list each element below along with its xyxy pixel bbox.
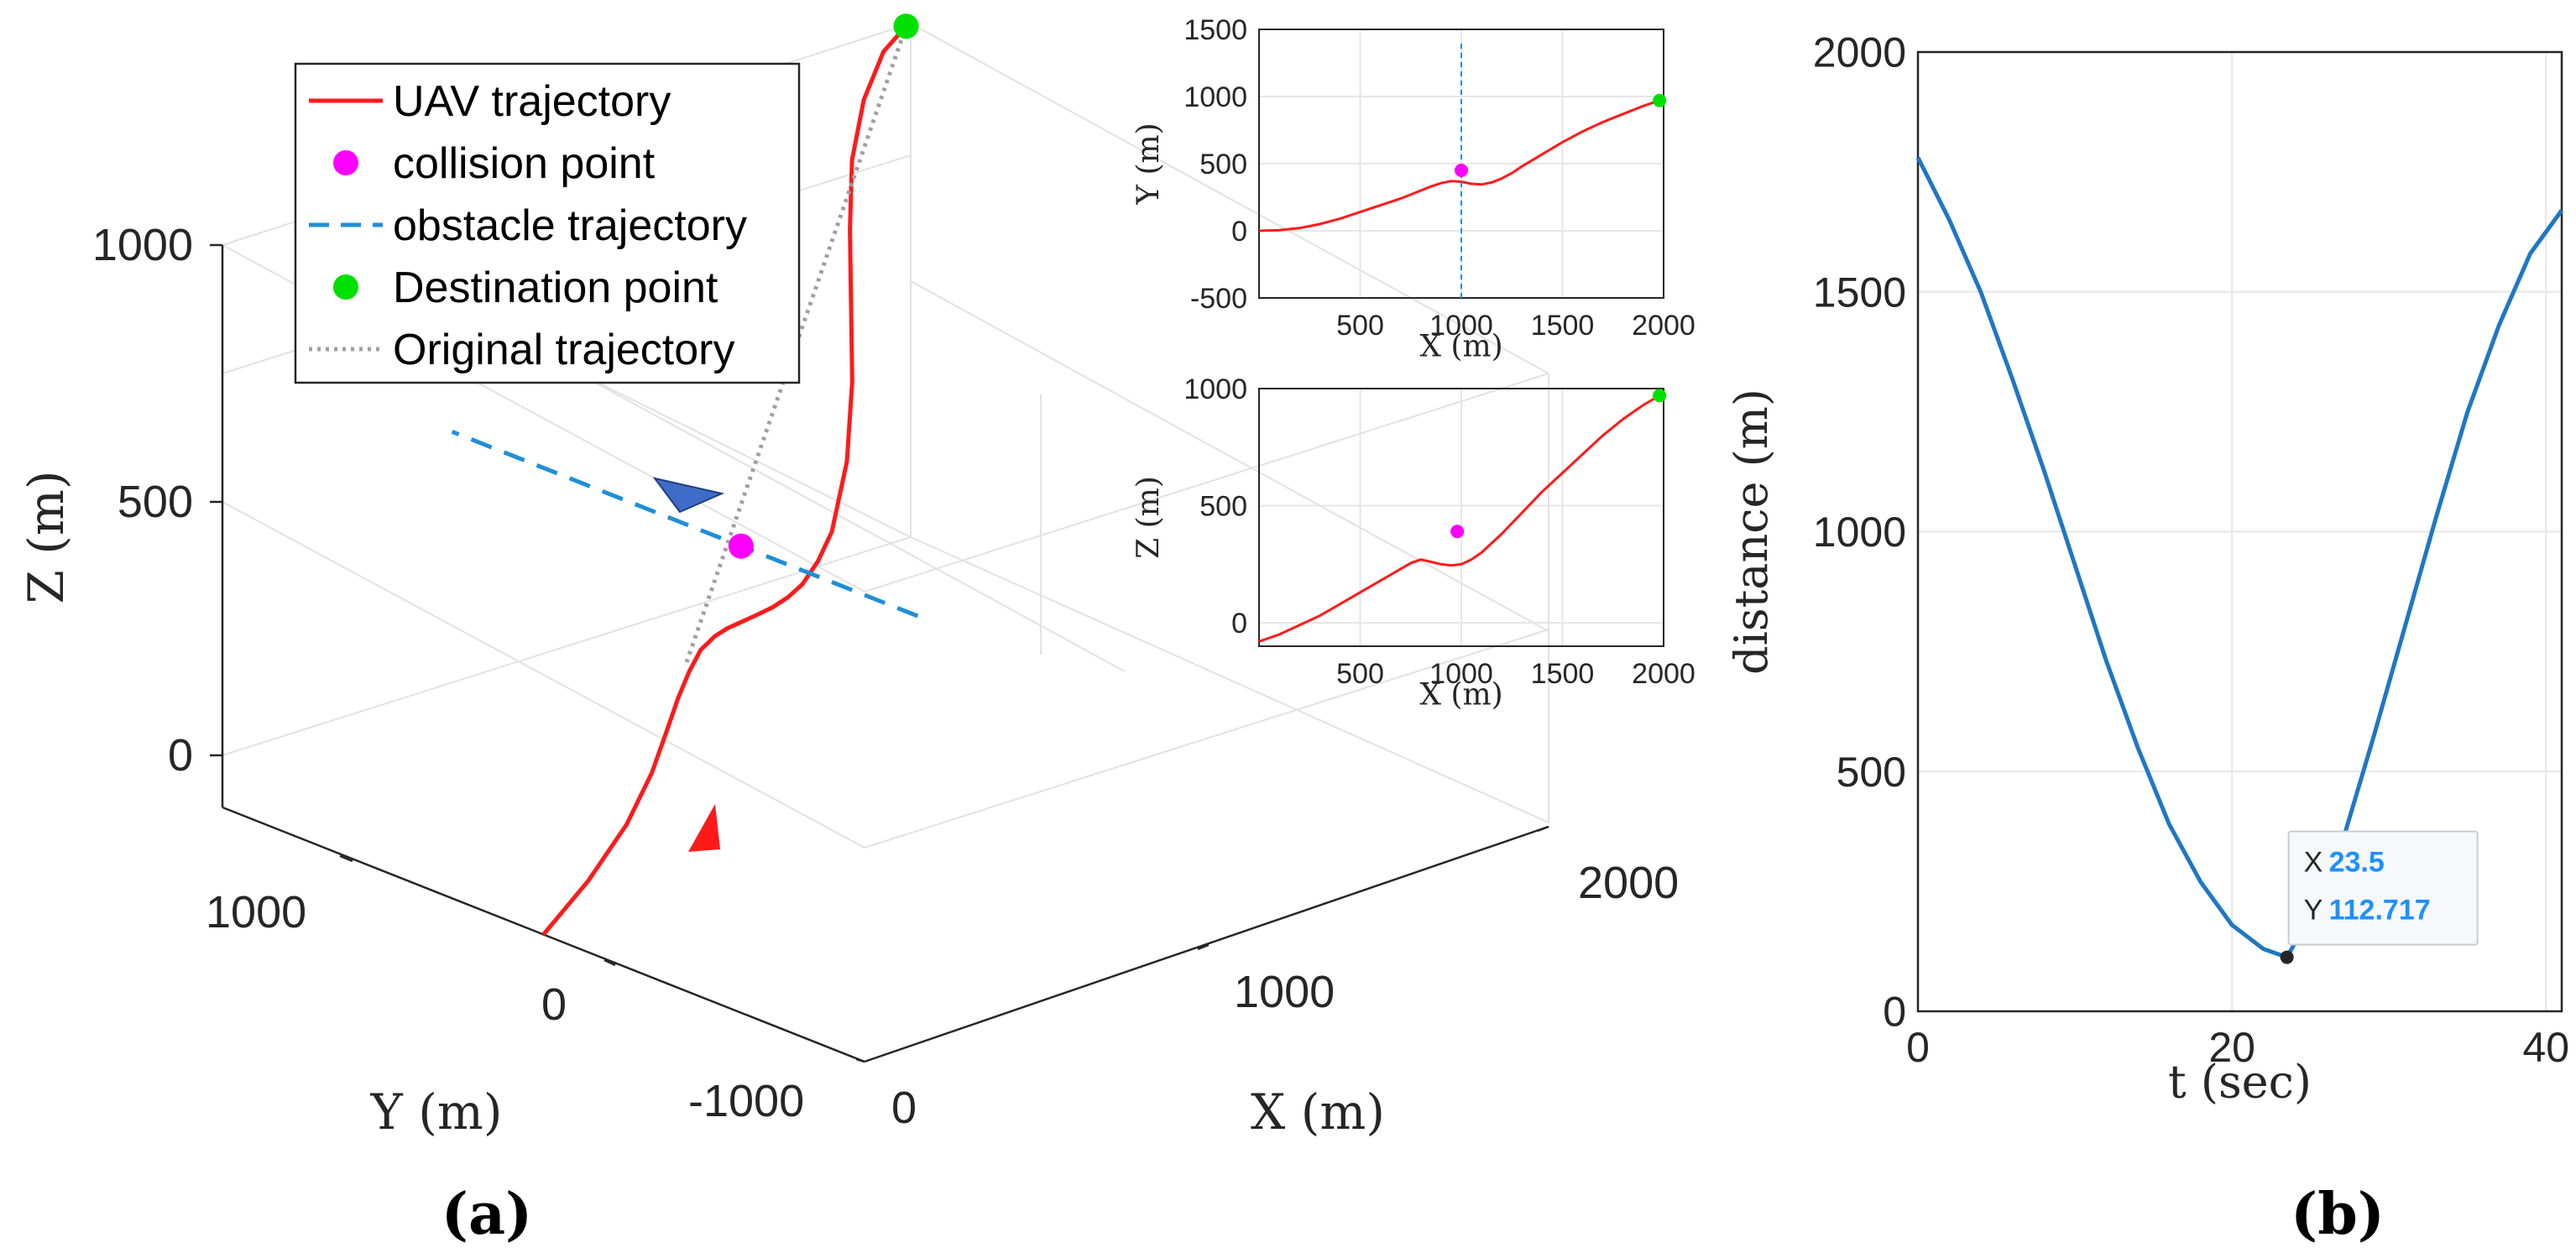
uav-direction-arrow — [688, 804, 720, 852]
x-tick-label: 1000 — [1234, 967, 1335, 1017]
inset-xy-plot: 500 1000 1500 2000 -500 0 500 1000 1500 X (m) Y (m… — [1131, 14, 1696, 364]
z-tick-label: 1000 — [92, 220, 193, 270]
x-tick-label: 1000 — [1429, 310, 1493, 342]
y-tick-label: 1000 — [1813, 509, 1906, 556]
x-tick-label: 1500 — [1531, 310, 1595, 342]
x-axis-label: X (m) — [1419, 330, 1502, 364]
legend: UAV trajectory collision point obstacle tr… — [294, 62, 801, 384]
legend-label: UAV trajectory — [393, 77, 671, 126]
y-tick-label: 1500 — [1813, 269, 1906, 316]
destination-point-marker — [893, 13, 919, 39]
distance-curve — [1915, 156, 2564, 960]
z-axis-label: Z (m) — [18, 471, 75, 604]
x-axis-label: X (m) — [1419, 678, 1502, 713]
axes-box — [1258, 388, 1664, 647]
y-axis-label: distance (m) — [1725, 389, 1778, 675]
y-tick-label: 500 — [1199, 490, 1247, 522]
series-uav-trajectory — [541, 24, 908, 937]
panel-label-a: (a) — [442, 1181, 532, 1248]
x-tick-label: 2000 — [1632, 310, 1696, 342]
legend-label: collision point — [393, 139, 656, 188]
legend-label: Destination point — [393, 264, 718, 312]
legend-label: Original trajectory — [393, 326, 734, 374]
distance-plot: 0 20 40 0 500 1000 1500 2000 t (sec) distance (m)… — [1725, 29, 2569, 1109]
z-tick-label: 500 — [118, 477, 193, 527]
datatip-value: 112.717 — [2329, 895, 2431, 927]
y-tick-label: 0 — [1231, 608, 1247, 640]
y-axis-label: Z (m) — [1131, 476, 1166, 559]
xy-uav-trajectory — [1258, 99, 1660, 232]
obstacle-direction-arrow — [652, 477, 725, 514]
y-tick-label: 0 — [1231, 216, 1247, 248]
datatip-value: 23.5 — [2329, 847, 2385, 879]
datatip-label: Y — [2304, 895, 2323, 927]
y-tick-label: 0 — [541, 979, 567, 1030]
x-tick-label: 0 — [891, 1083, 917, 1133]
y-tick-label: 1000 — [1183, 373, 1247, 405]
plot-3d: 1000 500 0 1000 0 -1000 0 1000 2000 Z (m… — [18, 13, 1679, 1141]
y-tick-label: 1000 — [206, 887, 306, 937]
y-axis-label: Y (m) — [1131, 123, 1166, 205]
x-tick-label: 1500 — [1531, 658, 1595, 690]
x-tick-label: 500 — [1336, 658, 1384, 690]
y-tick-label: -1000 — [688, 1076, 804, 1126]
xz-destination-point — [1653, 389, 1667, 403]
legend-marker — [333, 274, 358, 300]
y-axis-label: Y (m) — [370, 1083, 503, 1141]
collision-point-marker — [728, 533, 754, 559]
x-axis-label: t (sec) — [2168, 1056, 2312, 1109]
3d-ticks — [210, 243, 1549, 1063]
x-tick-label: 2000 — [1578, 858, 1679, 908]
x-tick-label: 2000 — [1632, 658, 1696, 690]
y-tick-label: 0 — [1883, 989, 1906, 1036]
y-tick-label: 500 — [1199, 149, 1247, 180]
datatip-marker — [2280, 950, 2294, 964]
x-tick-label: 0 — [1906, 1024, 1930, 1071]
datatip-box — [2287, 830, 2479, 946]
y-tick-label: -500 — [1190, 283, 1247, 315]
x-tick-label: 500 — [1336, 310, 1384, 342]
panel-label-b: (b) — [2291, 1181, 2385, 1248]
datatip-label: X — [2304, 847, 2323, 879]
xz-collision-point — [1450, 525, 1465, 539]
xz-uav-trajectory — [1258, 394, 1660, 643]
legend-label: obstacle trajectory — [393, 201, 747, 250]
x-tick-label: 1000 — [1429, 658, 1493, 690]
z-tick-label: 0 — [168, 730, 193, 781]
x-tick-label: 40 — [2522, 1024, 2569, 1071]
y-tick-label: 2000 — [1813, 29, 1906, 76]
y-tick-label: 500 — [1837, 749, 1906, 796]
legend-marker — [333, 150, 358, 175]
series-obstacle-trajectory — [451, 430, 919, 619]
y-tick-label: 1500 — [1183, 14, 1247, 46]
xy-collision-point — [1455, 164, 1468, 177]
y-tick-label: 1000 — [1183, 81, 1247, 113]
xy-destination-point — [1653, 93, 1667, 107]
axes-box — [1916, 50, 2563, 1013]
x-tick-label: 20 — [2208, 1024, 2255, 1071]
x-axis-label: X (m) — [1251, 1083, 1385, 1141]
